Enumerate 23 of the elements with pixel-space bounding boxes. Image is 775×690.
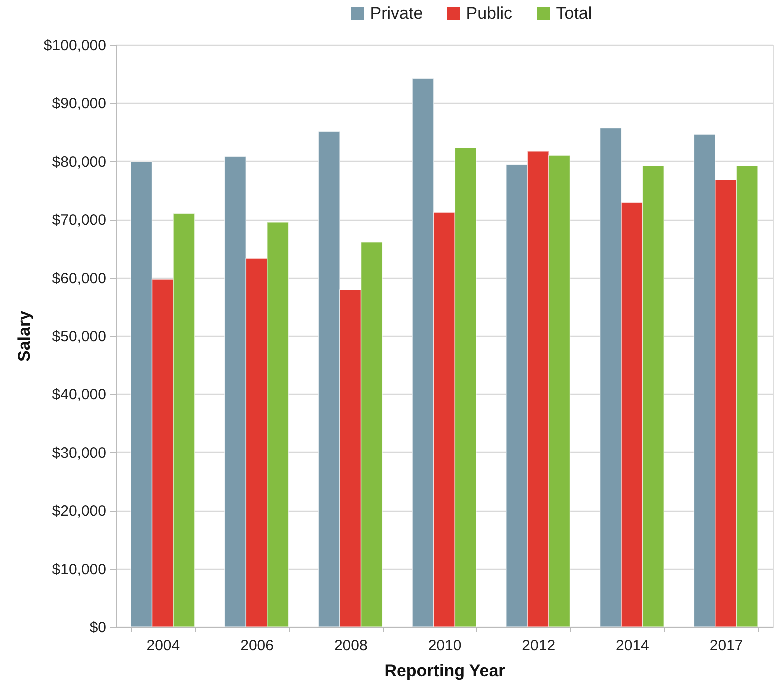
x-tick-label: 2010: [428, 638, 462, 654]
y-tick-label: $40,000: [52, 386, 106, 404]
x-tick-label: 2017: [710, 638, 744, 654]
legend-label: Total: [556, 4, 592, 23]
y-tick-label: $60,000: [52, 270, 106, 288]
x-tick-label: 2006: [240, 638, 274, 654]
y-tick-label: $20,000: [52, 503, 106, 520]
legend-label: Public: [466, 4, 514, 23]
x-tick-label: 2014: [616, 638, 650, 654]
y-tick-label: $30,000: [52, 444, 106, 462]
y-tick-label: $0: [90, 620, 106, 636]
legend-label: Private: [370, 4, 424, 23]
x-axis-title: Reporting Year: [384, 662, 506, 680]
y-axis-title: Salary: [14, 310, 34, 362]
x-tick-label: 2012: [522, 638, 556, 654]
y-tick-label: $80,000: [52, 154, 106, 171]
y-tick-label: $100,000: [44, 38, 106, 54]
y-tick-label: $90,000: [52, 96, 106, 113]
y-tick-label: $70,000: [52, 212, 106, 230]
y-tick-label: $50,000: [52, 328, 106, 346]
x-tick-label: 2004: [146, 638, 180, 654]
x-tick-label: 2008: [334, 638, 368, 654]
y-tick-label: $10,000: [52, 561, 106, 578]
